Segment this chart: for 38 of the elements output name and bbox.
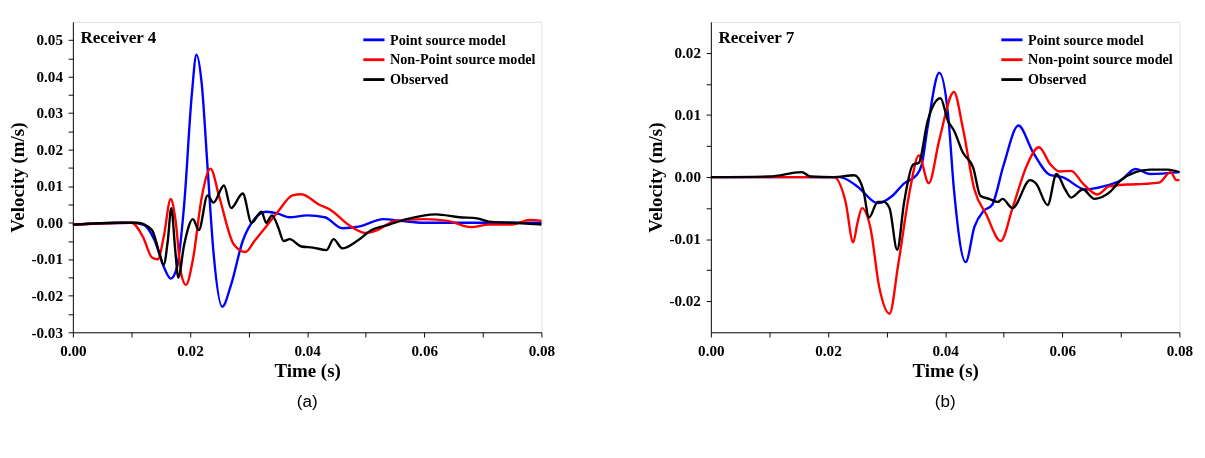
y-tick-label: 0.04 (36, 68, 64, 85)
text: (a) (296, 392, 318, 412)
legend-label: Observed (1027, 71, 1087, 88)
chart-title: Receiver 4 (80, 27, 157, 47)
y-tick-label: 0.00 (36, 214, 63, 231)
y-tick-label: 0.01 (36, 178, 63, 195)
text: (b) (934, 392, 956, 412)
y-tick-label: -0.02 (669, 293, 701, 310)
legend-label: Point source model (1027, 31, 1144, 48)
legend-label: Non-point source model (1027, 51, 1173, 68)
y-tick-label: 0.02 (674, 45, 701, 62)
chart-title: Receiver 7 (718, 27, 795, 47)
y-tick-label: 0.00 (674, 169, 701, 186)
y-tick-label: -0.01 (31, 251, 63, 268)
x-tick-label: 0.08 (1166, 342, 1194, 359)
y-axis-title: Velocity (m/s) (6, 122, 29, 233)
x-tick-label: 0.00 (698, 342, 725, 359)
y-tick-label: 0.02 (36, 141, 63, 158)
legend-label: Observed (389, 71, 449, 88)
x-tick-label: 0.06 (411, 342, 439, 359)
x-tick-label: 0.00 (60, 342, 87, 359)
x-axis-title: Time (s) (274, 360, 341, 383)
x-tick-label: 0.04 (932, 342, 960, 359)
legend-label: Point source model (389, 31, 506, 48)
x-tick-label: 0.04 (294, 342, 322, 359)
x-tick-label: 0.06 (1049, 342, 1077, 359)
legend-label: Non-Point source model (389, 51, 536, 68)
y-tick-label: -0.02 (31, 288, 63, 304)
x-axis-title: Time (s) (912, 360, 979, 383)
y-tick-label: 0.01 (674, 107, 701, 124)
x-tick-label: 0.02 (177, 342, 204, 359)
x-tick-label: 0.08 (528, 342, 556, 359)
y-tick-label: -0.01 (669, 231, 701, 248)
y-tick-label: 0.05 (36, 32, 64, 49)
x-tick-label: 0.02 (815, 342, 842, 359)
y-tick-label: 0.03 (36, 105, 64, 122)
y-axis-title: Velocity (m/s) (644, 122, 667, 233)
y-tick-label: -0.03 (31, 324, 64, 341)
